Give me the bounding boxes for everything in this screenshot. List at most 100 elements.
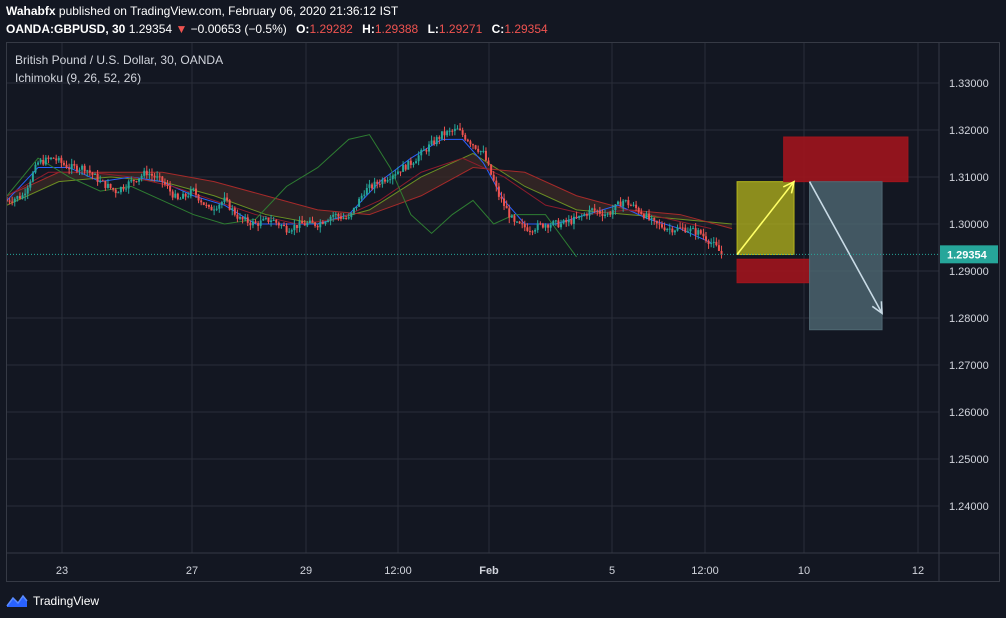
candle-body	[143, 170, 146, 176]
tradingview-logo-icon	[6, 594, 28, 607]
candle-body	[692, 228, 695, 230]
instrument-legend[interactable]: British Pound / U.S. Dollar, 30, OANDA	[15, 53, 224, 67]
candle-body	[435, 137, 438, 145]
candle-body	[52, 157, 55, 159]
candle-body	[614, 204, 617, 211]
close-value: 1.29354	[504, 22, 548, 36]
candle-body	[585, 214, 588, 216]
candle-body	[549, 225, 552, 228]
candle-body	[8, 200, 11, 202]
candle-body	[518, 221, 521, 224]
candle-body	[402, 164, 405, 172]
candle-body	[342, 217, 345, 219]
candle-body	[122, 186, 125, 190]
candle-body	[619, 201, 622, 207]
candle-body	[280, 225, 283, 227]
candle-body	[127, 181, 130, 189]
candle-body	[254, 221, 257, 224]
candle-body	[648, 213, 651, 220]
candle-body	[96, 173, 99, 182]
candle-body	[272, 219, 275, 221]
candle-body	[345, 217, 348, 219]
candle-body	[138, 178, 141, 182]
symbol-label[interactable]: OANDA:GBPUSD, 30	[6, 22, 126, 36]
candle-body	[60, 157, 63, 163]
price-tick-label: 1.32000	[949, 125, 989, 137]
candle-body	[541, 223, 544, 228]
chart-frame[interactable]: 1.33000 1.32000 1.31000 1.30000 1.29000 1.280…	[6, 42, 1000, 582]
candle-body	[523, 223, 526, 228]
candle-body	[521, 223, 524, 225]
candle-body	[453, 128, 456, 132]
candle-body	[6, 200, 8, 202]
candle-body	[684, 227, 687, 233]
candle-body	[386, 180, 389, 182]
candle-body	[598, 210, 601, 214]
candle-body	[94, 173, 97, 175]
candle-body	[34, 164, 37, 173]
candle-body	[510, 215, 513, 218]
time-tick-label: 10	[798, 565, 810, 577]
candle-body	[425, 149, 428, 152]
candle-body	[596, 210, 599, 212]
candle-body	[148, 173, 151, 176]
candle-body	[699, 230, 702, 234]
candle-body	[223, 197, 226, 203]
candle-body	[47, 157, 50, 159]
candle-body	[715, 241, 718, 246]
footer: TradingView	[6, 592, 99, 610]
candle-body	[492, 174, 495, 181]
time-tick-label: 27	[186, 565, 198, 577]
author-name[interactable]: Wahabfx	[6, 4, 56, 18]
candle-body	[192, 188, 195, 190]
candle-body	[629, 205, 632, 207]
time-tick-label: 12:00	[384, 565, 412, 577]
candle-body	[407, 160, 410, 170]
candle-body	[308, 220, 311, 223]
candle-body	[316, 225, 319, 228]
long-arrow-head	[782, 180, 796, 194]
price-tick-label: 1.30000	[949, 219, 989, 231]
candle-body	[583, 214, 586, 216]
candle-body	[44, 157, 47, 165]
candle-body	[332, 214, 335, 217]
footer-brand[interactable]: TradingView	[33, 594, 100, 608]
candle-body	[531, 231, 534, 233]
candle-body	[68, 167, 71, 170]
price-chart[interactable]: 1.33000 1.32000 1.31000 1.30000 1.29000 1.280…	[6, 43, 999, 581]
base-line	[6, 157, 712, 230]
indicator-legend[interactable]: Ichimoku (9, 26, 52, 26)	[15, 71, 142, 85]
last-price-badge	[940, 245, 998, 264]
candle-body	[572, 216, 575, 224]
candle-body	[539, 223, 542, 225]
candle-body	[205, 204, 208, 206]
candle-body	[500, 196, 503, 199]
candle-body	[547, 224, 550, 228]
candle-body	[26, 187, 29, 194]
candle-body	[516, 221, 519, 223]
candle-body	[567, 219, 570, 223]
candle-body	[653, 217, 656, 221]
candle-body	[451, 130, 454, 132]
candle-body	[161, 176, 164, 183]
candle-body	[671, 228, 674, 233]
down-triangle-icon: ▼	[175, 22, 188, 36]
candle-body	[321, 222, 324, 224]
candle-body	[109, 183, 112, 188]
candle-body	[373, 181, 376, 189]
candle-body	[627, 200, 630, 206]
candle-body	[251, 221, 254, 226]
candle-body	[487, 160, 490, 165]
candle-body	[257, 223, 260, 226]
candle-body	[246, 217, 249, 223]
candle-body	[213, 209, 216, 211]
candle-body	[267, 217, 270, 222]
candle-body	[153, 175, 156, 178]
candle-body	[466, 139, 469, 142]
candle-body	[554, 220, 557, 222]
candle-body	[42, 160, 45, 165]
candle-body	[396, 171, 399, 175]
candle-body	[295, 225, 298, 229]
low-value: 1.29271	[438, 22, 483, 36]
candle-body	[290, 230, 293, 232]
